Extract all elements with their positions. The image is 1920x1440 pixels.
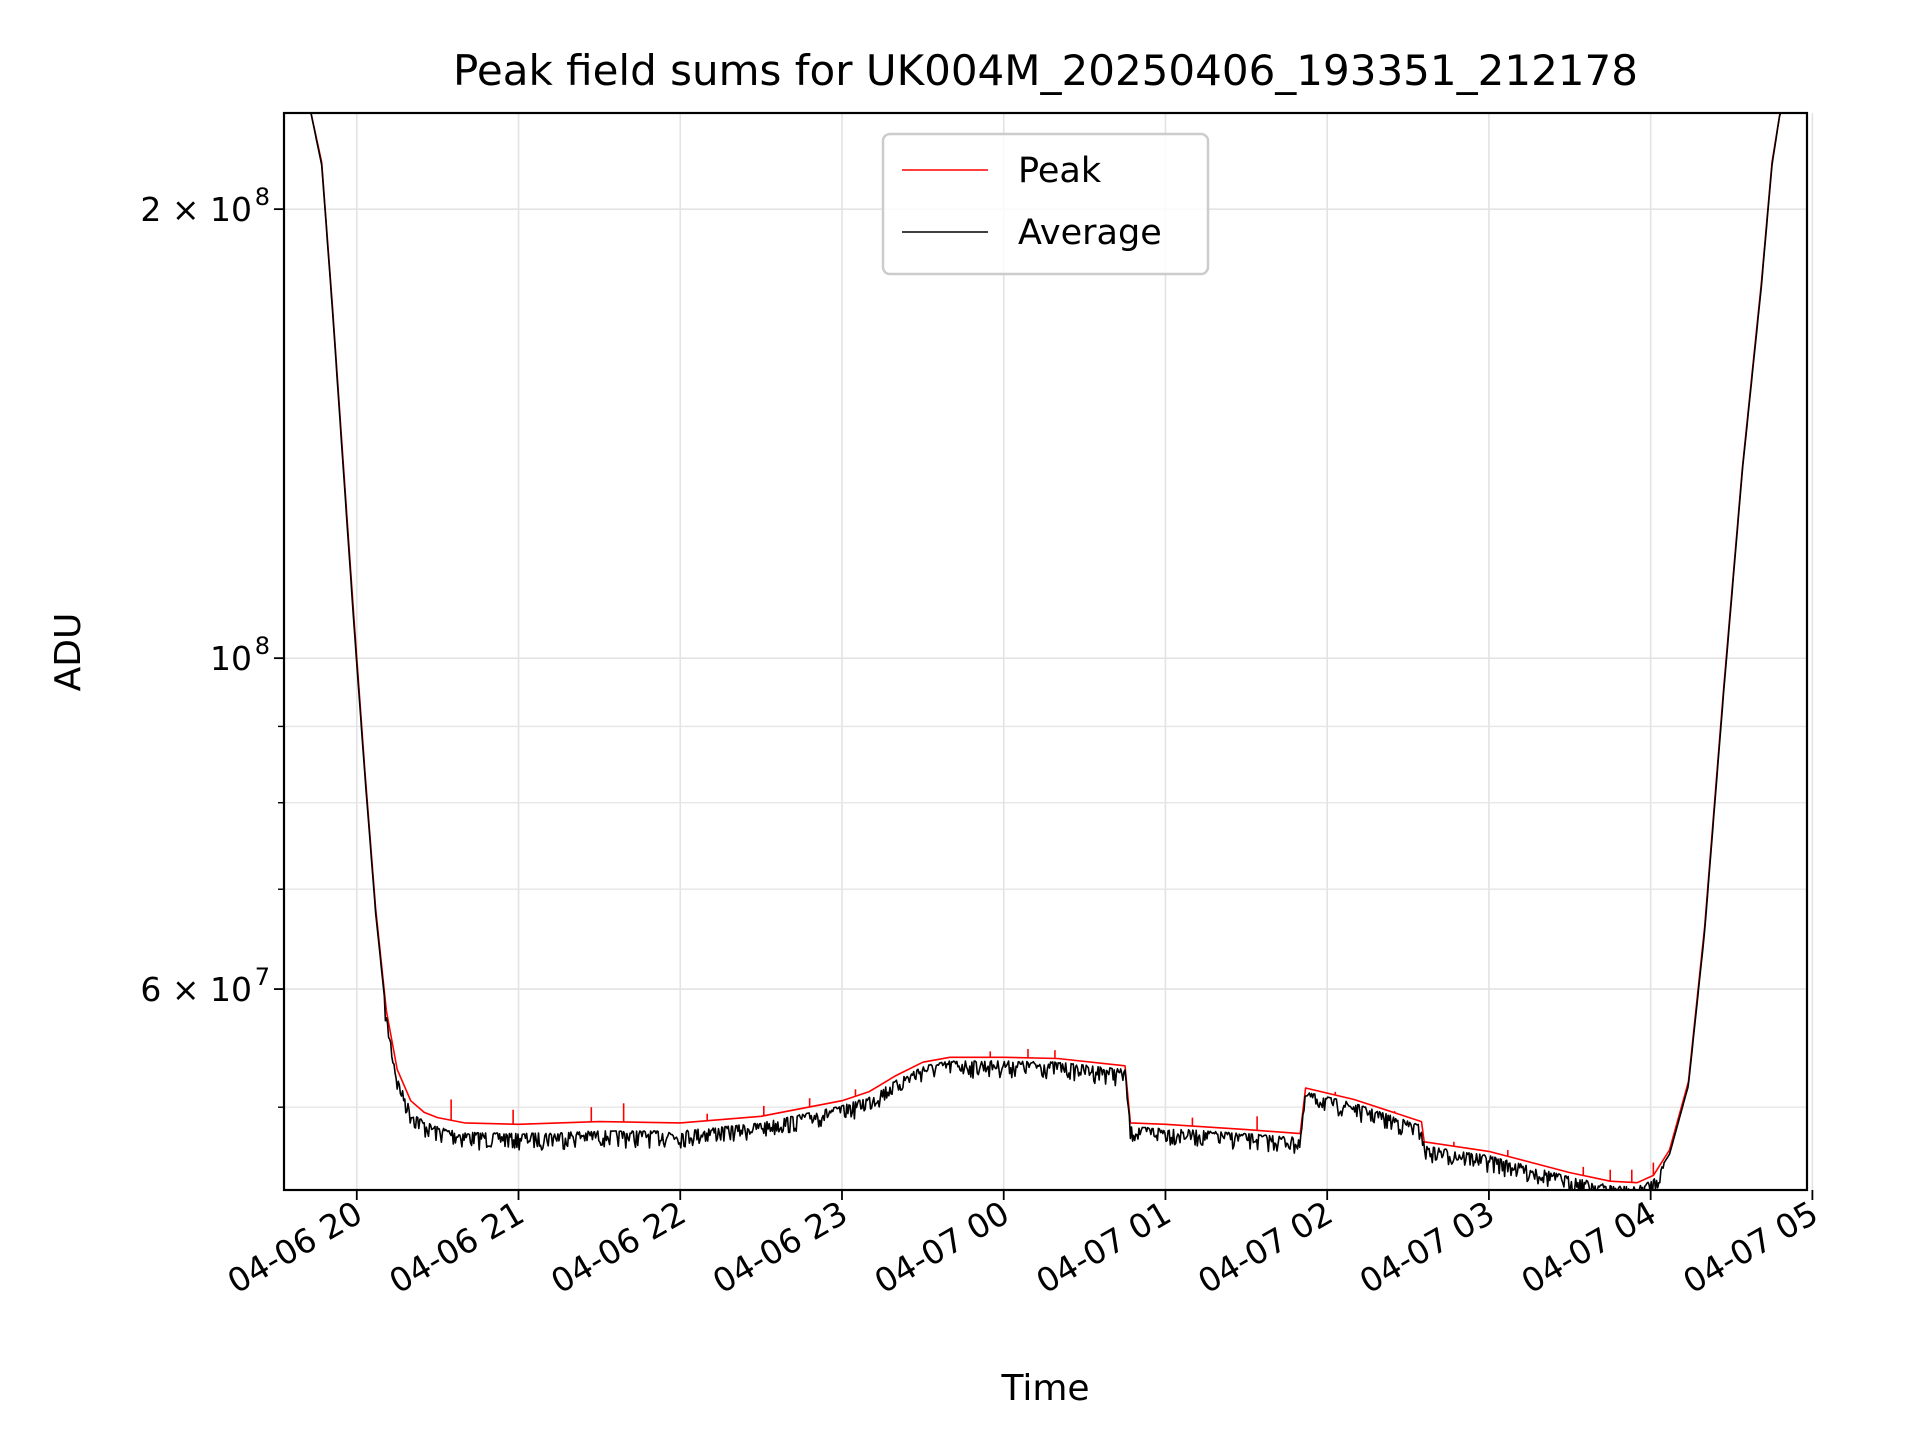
series-average	[284, 113, 1807, 1190]
legend-box	[881, 132, 1210, 276]
y-axis-label: ADU	[48, 613, 89, 692]
legend-peak-label: Peak	[1018, 151, 1102, 191]
y-tick-label: 10	[210, 639, 252, 678]
y-tick-label: 2 × 10	[140, 190, 252, 229]
legend: Peak Average	[881, 132, 1210, 276]
series-layer	[284, 113, 1807, 1190]
legend-average-label: Average	[1018, 213, 1162, 253]
x-axis-label: Time	[1000, 1368, 1089, 1409]
chart-title: Peak field sums for UK004M_20250406_1933…	[453, 46, 1638, 95]
series-line	[284, 113, 1807, 1190]
y-tick-exponent: 8	[255, 183, 270, 211]
y-tick-exponent: 8	[255, 632, 270, 660]
axes-frame	[282, 111, 1809, 1192]
y-tick-exponent: 7	[255, 963, 270, 991]
y-tick-label: 6 × 10	[140, 970, 252, 1009]
